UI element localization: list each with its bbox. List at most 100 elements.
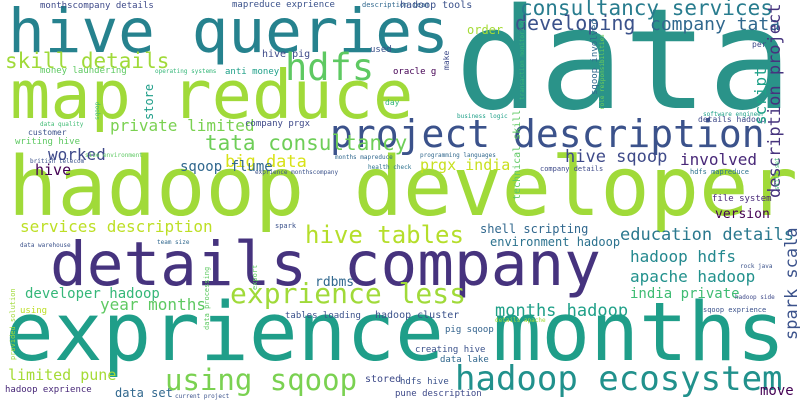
word: description project [765, 4, 785, 198]
word: money laundering [40, 66, 127, 76]
word: writing hive [15, 137, 80, 147]
word: developing [515, 11, 635, 35]
word: script [751, 67, 770, 125]
word: per [752, 40, 767, 49]
word: description team [362, 1, 429, 9]
word: apache hadoop [630, 267, 755, 286]
word: transaction monitoring [519, 20, 526, 100]
word: store [142, 84, 156, 120]
word: oracle g [393, 67, 436, 77]
word: pune description [395, 389, 482, 399]
word: sqoop exprience [703, 306, 766, 314]
word: spark [275, 222, 297, 230]
word: consultancy services [520, 0, 773, 20]
word: exprience months [5, 286, 785, 380]
word: year months [100, 295, 206, 314]
word: details apache [495, 317, 546, 324]
word: rdbms [315, 275, 354, 290]
word: hadoop cluster [375, 310, 459, 321]
word: file system [712, 194, 772, 204]
word: data warehouse [20, 242, 71, 249]
word: hadoop developer [8, 140, 798, 235]
word: data lake [440, 355, 489, 365]
word: private limited [110, 116, 255, 135]
word: shell scripting [480, 222, 588, 236]
word: software engineer [703, 111, 765, 118]
word: sqoop flume [180, 159, 273, 175]
word: customer [28, 128, 67, 137]
word: hadoop tools [400, 0, 472, 11]
word: hive tables [305, 221, 464, 249]
word: health check [368, 164, 412, 171]
word: limited pune [8, 366, 116, 384]
word: sqoop [94, 102, 101, 120]
word: skill set [774, 157, 781, 190]
word: stored [365, 374, 401, 385]
word: services description [20, 217, 213, 236]
word: hdfs mapreduce [690, 168, 749, 176]
word: role responsibilities [599, 34, 606, 110]
word: prgx india [420, 156, 510, 174]
word: project description [330, 112, 765, 156]
word: pig sqoop [445, 325, 494, 335]
word: data quality [40, 121, 84, 128]
word: months hadoop [495, 301, 628, 321]
word: anti money [225, 67, 280, 77]
word: big data [225, 152, 307, 172]
word: team size [157, 239, 190, 246]
word: operating systems [155, 68, 217, 75]
word: skill details [5, 49, 169, 73]
word: company prgx [245, 119, 311, 129]
word: day [385, 98, 400, 107]
word: details company [50, 229, 601, 300]
word: map reduce [10, 56, 413, 134]
word: india private [630, 286, 740, 302]
word: involved [680, 150, 757, 169]
word: order [467, 23, 503, 37]
word: technical skill [512, 110, 523, 200]
word: environment hadoop [490, 235, 620, 249]
word: developer hadoop [25, 286, 160, 302]
word: hadoop exprience [5, 385, 92, 395]
word: current project [175, 393, 230, 400]
word: version [715, 207, 770, 222]
word: hdfs [285, 46, 374, 89]
word: hive pig [262, 49, 310, 60]
word: hadoop side [735, 294, 775, 301]
word: programming languages [420, 152, 496, 159]
word: used [370, 45, 392, 55]
word: sqoop involved [590, 19, 600, 95]
word: tata consultancy [205, 131, 407, 155]
word: hadoop hdfs [630, 247, 736, 266]
word: british telecom [30, 158, 85, 165]
word: exprience less [230, 277, 466, 310]
word: mapreduce exprience [232, 0, 335, 10]
word: move [760, 383, 794, 399]
word: months mapreduce [335, 154, 393, 161]
word: export [251, 265, 259, 290]
word: business logic [457, 113, 508, 120]
word: creating hive [415, 345, 485, 355]
word: hadoop ecosystem [455, 359, 783, 399]
word: details hadoop [698, 115, 766, 124]
word: worked [48, 145, 106, 164]
word: company details [540, 165, 603, 173]
word: hive sqoop [565, 147, 667, 167]
word: data processing [203, 267, 211, 330]
word: using [20, 306, 47, 316]
word: monthscompany details [40, 1, 154, 11]
word: exprience monthscompany [255, 169, 338, 176]
word: hive queries [8, 0, 449, 67]
word: make [442, 51, 451, 70]
word: using sqoop [165, 363, 357, 397]
word: tables loading [285, 311, 361, 321]
word: rock java [740, 263, 773, 270]
word: hive [35, 161, 71, 179]
word: size environment [85, 152, 143, 159]
word: spark scala [782, 227, 800, 340]
word: data set [115, 386, 173, 400]
word: education details [620, 225, 794, 245]
word: hdfs hive [400, 377, 449, 387]
